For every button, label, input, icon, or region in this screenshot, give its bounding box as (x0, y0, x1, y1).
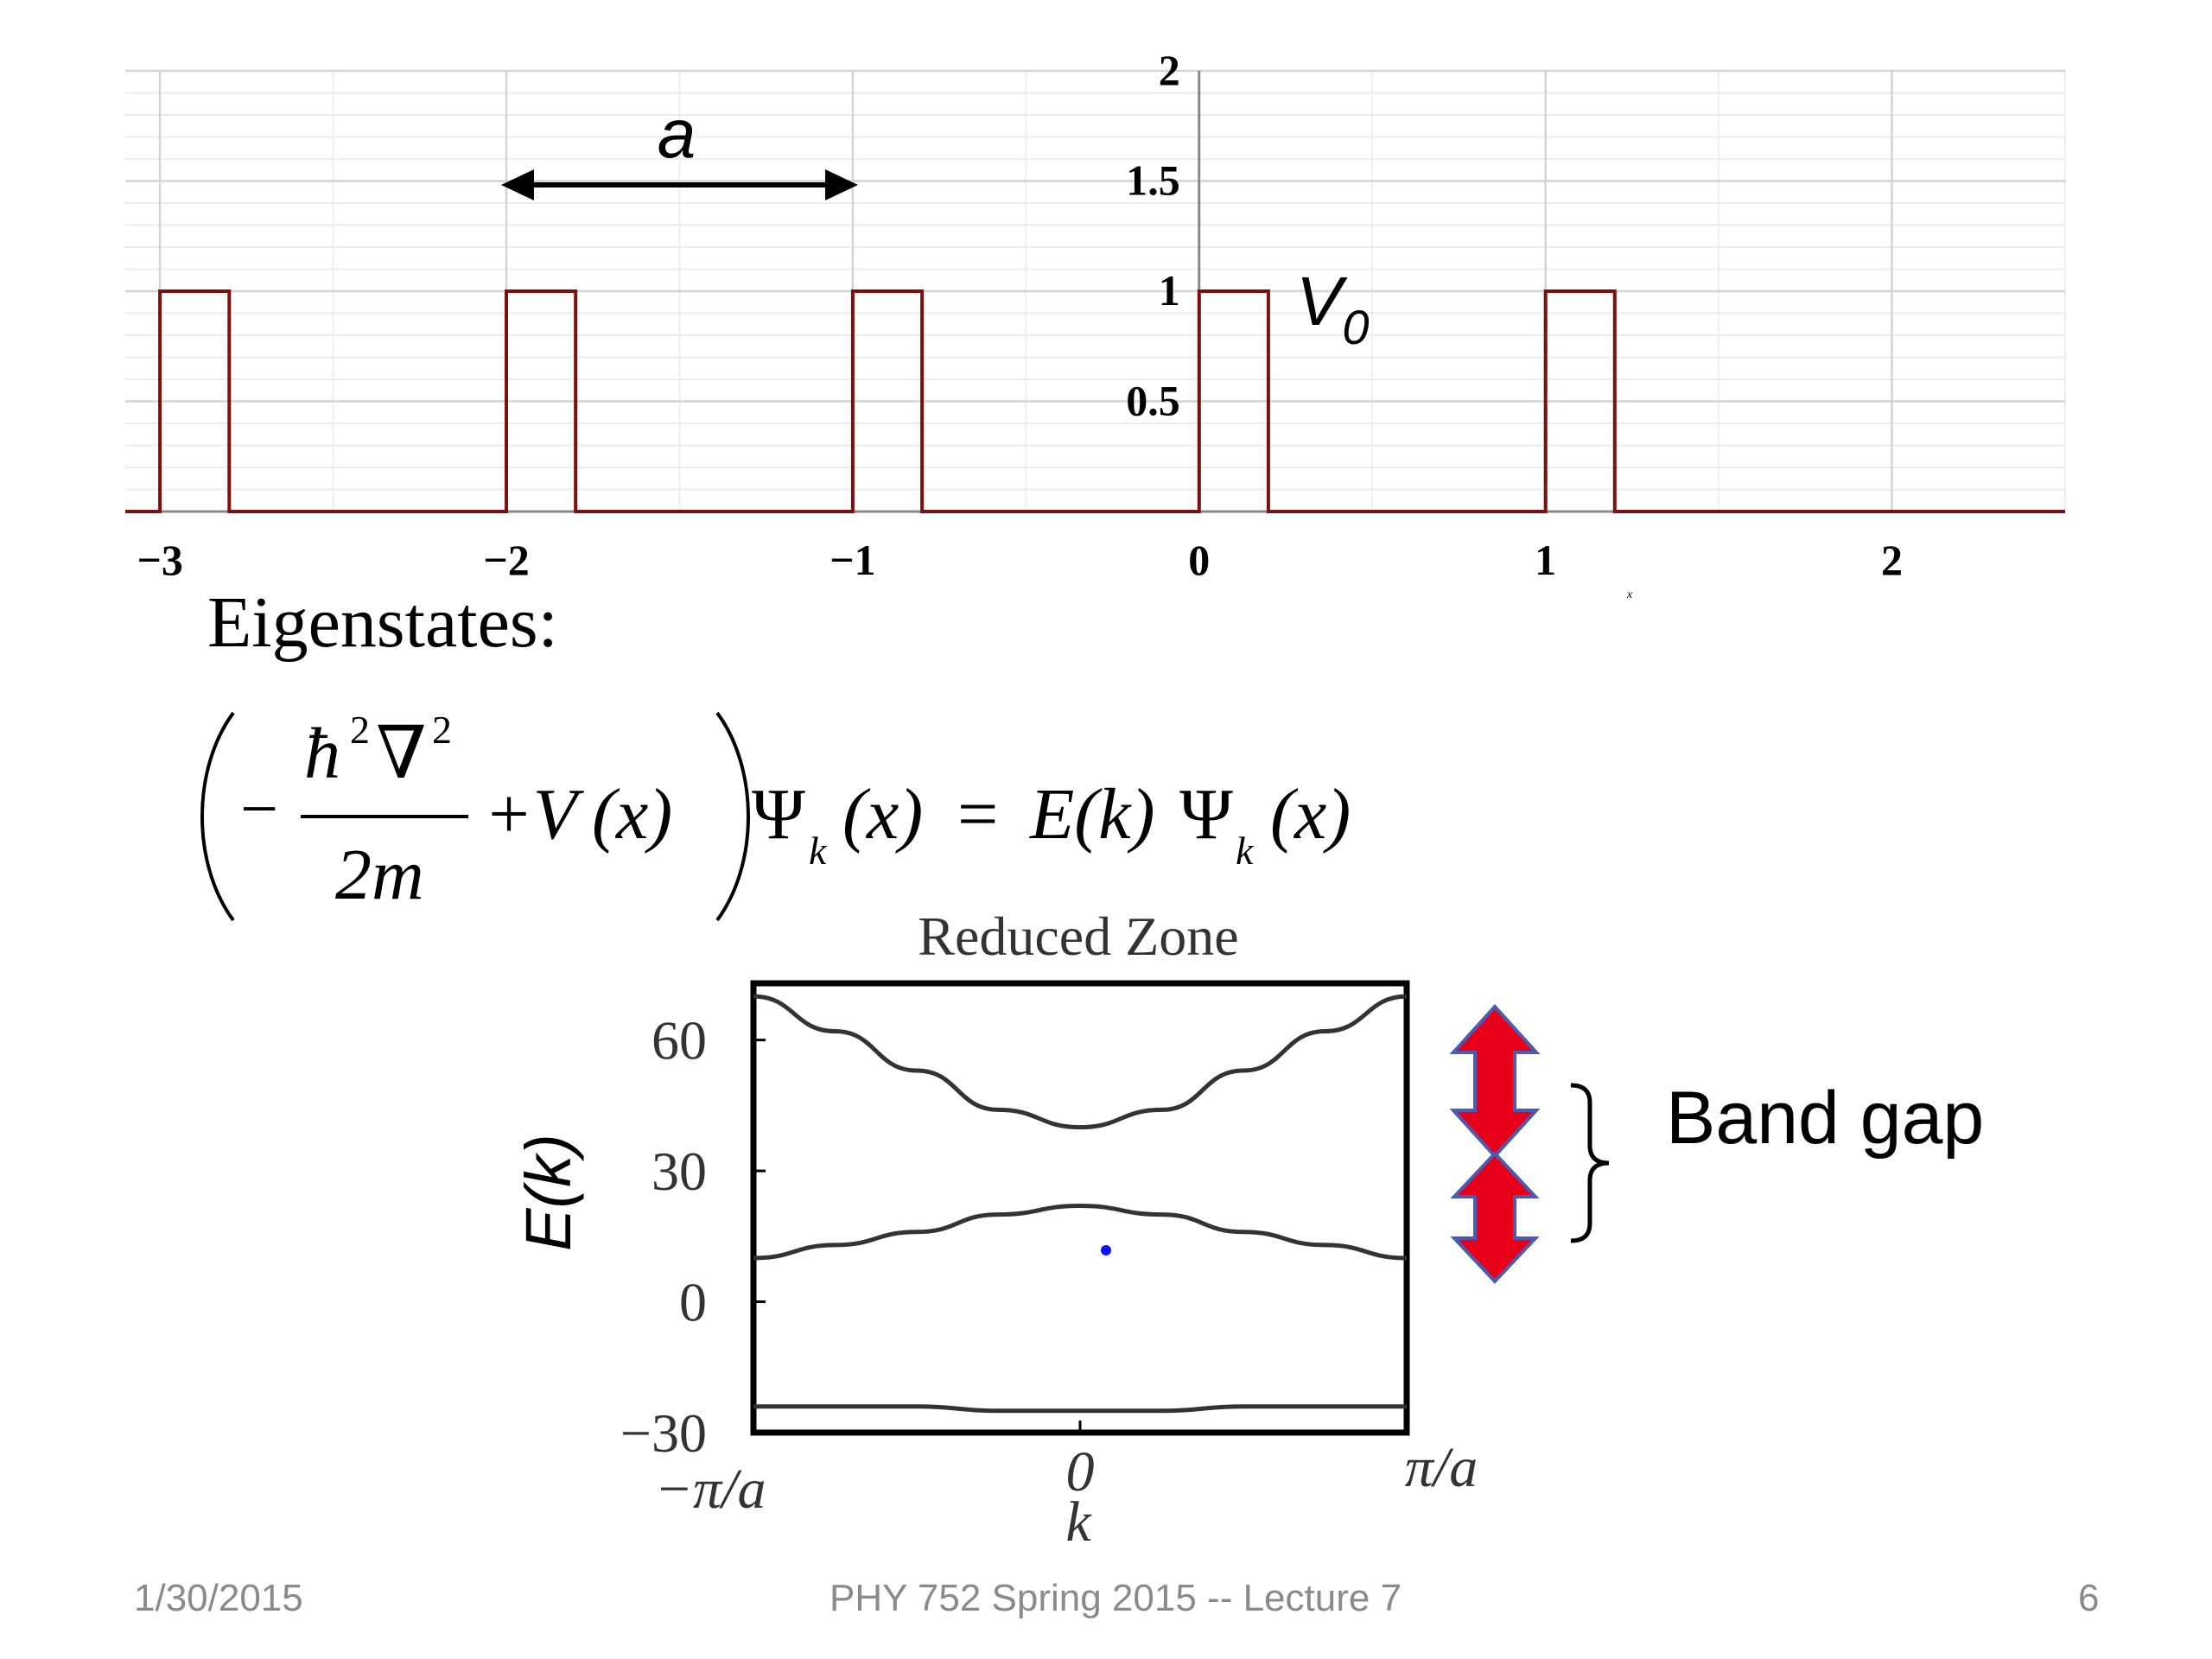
band-line-2 (753, 1203, 1408, 1261)
eq-sup-2a: 2 (350, 708, 370, 752)
band-x-tick-label: π/a (1405, 1436, 1478, 1499)
band-structure-chart: Reduced Zone 60 30 0 −30−π/a 0 π/a k E(k) (512, 906, 1610, 1554)
eq-plus-v: +V (484, 774, 585, 855)
schrodinger-equation: − ħ 2 ∇ 2 2m +V (x) Ψ k (x) = E(k) Ψ k (… (200, 708, 1351, 922)
x-tick-label: 0 (1188, 536, 1210, 584)
footer-page-number: 6 (2078, 1577, 2100, 1619)
band-series (753, 994, 1408, 1414)
band-gap-brace (1570, 1083, 1610, 1243)
upper-gap-arrow (1449, 1004, 1541, 1159)
band-chart-title: Reduced Zone (918, 906, 1238, 967)
right-paren (715, 711, 750, 922)
eq-psi2: Ψ (1179, 774, 1233, 855)
y-tick-label: 1 (1159, 266, 1180, 315)
potential-grid (125, 69, 2066, 512)
potential-series-line (125, 289, 2065, 513)
eq-x-arg2: (x) (842, 774, 923, 855)
left-paren (200, 711, 235, 922)
band-y-tick-label: 60 (652, 1010, 707, 1071)
x-tick-label: 1 (1535, 536, 1556, 584)
band-line-3 (753, 1404, 1407, 1414)
band-y-tick-label: −30 (620, 1402, 707, 1464)
band-x-label: k (1065, 1491, 1092, 1554)
x-tick-label: −1 (830, 536, 876, 584)
marker-dot (1101, 1245, 1111, 1255)
x-tick-label: −3 (137, 536, 183, 584)
band-x-tick-label: −π/a (655, 1458, 766, 1521)
period-label: a (658, 95, 696, 172)
y-tick-label: 2 (1159, 46, 1180, 94)
eq-e-k: E(k) (1029, 774, 1155, 855)
lower-gap-arrow (1450, 1151, 1540, 1284)
band-y-tick-label: 30 (652, 1141, 707, 1202)
potential-chart: −3 −2 −1 0 1 2 0.5 1 1.5 2 a V0 x (125, 46, 2066, 601)
band-chart-frame (750, 980, 1410, 1436)
footer-date: 1/30/2015 (134, 1577, 303, 1619)
eq-sub-k: k (809, 829, 828, 873)
footer-course: PHY 752 Spring 2015 -- Lecture 7 (830, 1577, 1402, 1619)
eq-x-arg3: (x) (1270, 774, 1351, 855)
band-gap-label: Band gap (1666, 1077, 1985, 1160)
eq-x-arg: (x) (592, 774, 672, 855)
eq-minus: − (240, 771, 278, 846)
y-tick-label: 0.5 (1126, 377, 1180, 425)
y-tick-label: 1.5 (1126, 156, 1180, 205)
period-arrow (501, 169, 858, 200)
eq-hbar: ħ (304, 714, 340, 794)
potential-tick-labels: −3 −2 −1 0 1 2 0.5 1 1.5 2 (137, 46, 1903, 584)
eigenstates-heading: Eigenstates: (207, 582, 558, 663)
eq-sub-k2: k (1236, 829, 1255, 873)
eq-equals: = (957, 774, 998, 855)
eq-nabla: ∇ (376, 714, 427, 794)
x-tick-label: 2 (1881, 536, 1903, 584)
band-y-tick-label: 0 (679, 1272, 707, 1333)
band-y-label: E(k) (512, 1134, 584, 1251)
eq-psi: Ψ (752, 774, 805, 855)
band-tick-labels: 60 30 0 −30−π/a 0 π/a (620, 1010, 1478, 1521)
x-tick-label: −2 (483, 536, 530, 584)
potential-label: V0 (1296, 263, 1370, 354)
band-line-1 (753, 994, 1408, 1130)
band-x-tick-label: 0 (1066, 1440, 1095, 1503)
eq-sup-2b: 2 (432, 708, 452, 752)
x-axis-label: x (1626, 588, 1633, 601)
eq-denominator: 2m (335, 835, 424, 915)
